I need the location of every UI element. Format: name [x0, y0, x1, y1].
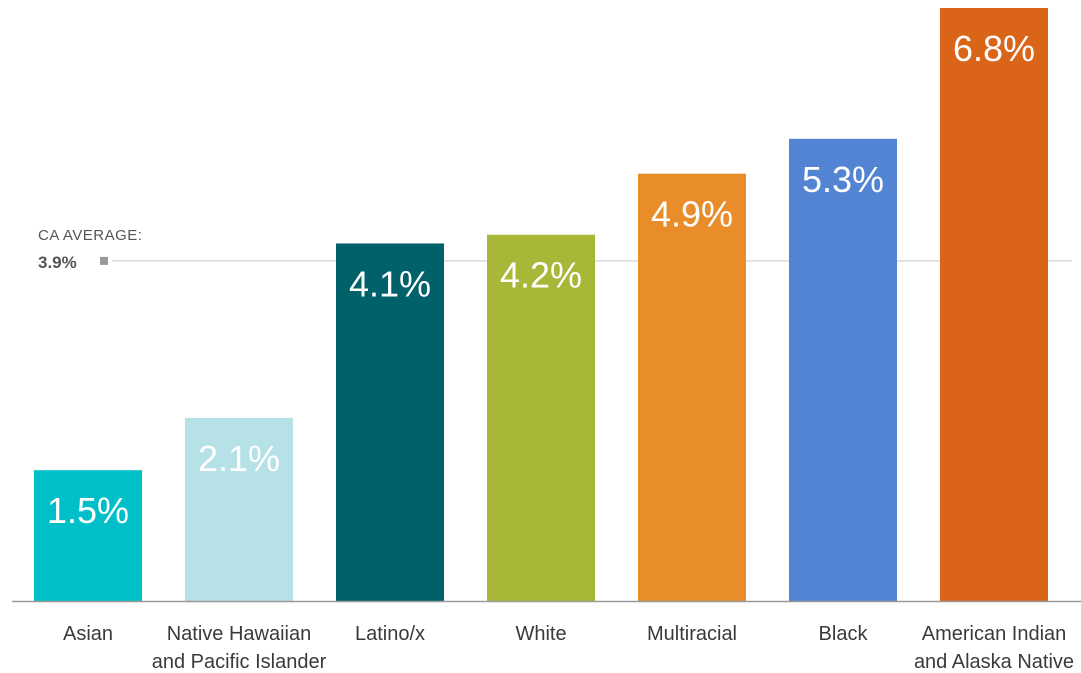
bar-value-label: 4.1%: [349, 263, 431, 304]
category-label-line: American Indian: [922, 623, 1067, 645]
category-labels: Asian Native Hawaiian and Pacific Islander…: [63, 623, 1074, 673]
category-label: American Indian and Alaska Native: [914, 623, 1074, 673]
category-label: Black: [819, 623, 869, 645]
ca-average-marker: [100, 256, 108, 265]
category-label-line: Multiracial: [647, 623, 737, 645]
bars-group: 1.5% 2.1% 4.1% 4.2% 4.9% 5.3% 6.8%: [34, 8, 1048, 602]
bar-6: [940, 8, 1048, 601]
bar-3: [487, 234, 595, 601]
ca-average-caption: CA AVERAGE:: [38, 227, 142, 244]
ca-average-value: 3.9%: [38, 253, 77, 272]
bar-2: [336, 243, 444, 602]
bar-value-label: 5.3%: [802, 159, 884, 200]
bar-0: [34, 470, 142, 601]
category-label: Multiracial: [647, 623, 737, 645]
bar-value-label: 4.2%: [500, 255, 582, 296]
category-label: Latino/x: [355, 623, 425, 645]
category-label: Asian: [63, 623, 113, 645]
category-label-line: and Pacific Islander: [152, 651, 327, 673]
category-label: Native Hawaiian and Pacific Islander: [152, 623, 327, 673]
category-label-line: Asian: [63, 623, 113, 645]
bar-value-label: 1.5%: [47, 490, 129, 531]
category-label-line: Latino/x: [355, 623, 425, 645]
category-label-line: and Alaska Native: [914, 651, 1074, 673]
bar-4: [638, 173, 746, 602]
bar-value-label: 6.8%: [953, 28, 1035, 69]
bar-1: [185, 417, 293, 601]
category-label-line: Black: [819, 623, 869, 645]
bar-value-label: 2.1%: [198, 438, 280, 479]
bar-5: [789, 138, 897, 601]
category-label-line: Native Hawaiian: [167, 623, 312, 645]
bar-value-label: 4.9%: [651, 194, 733, 235]
category-label-line: White: [515, 623, 566, 645]
category-label: White: [515, 623, 566, 645]
